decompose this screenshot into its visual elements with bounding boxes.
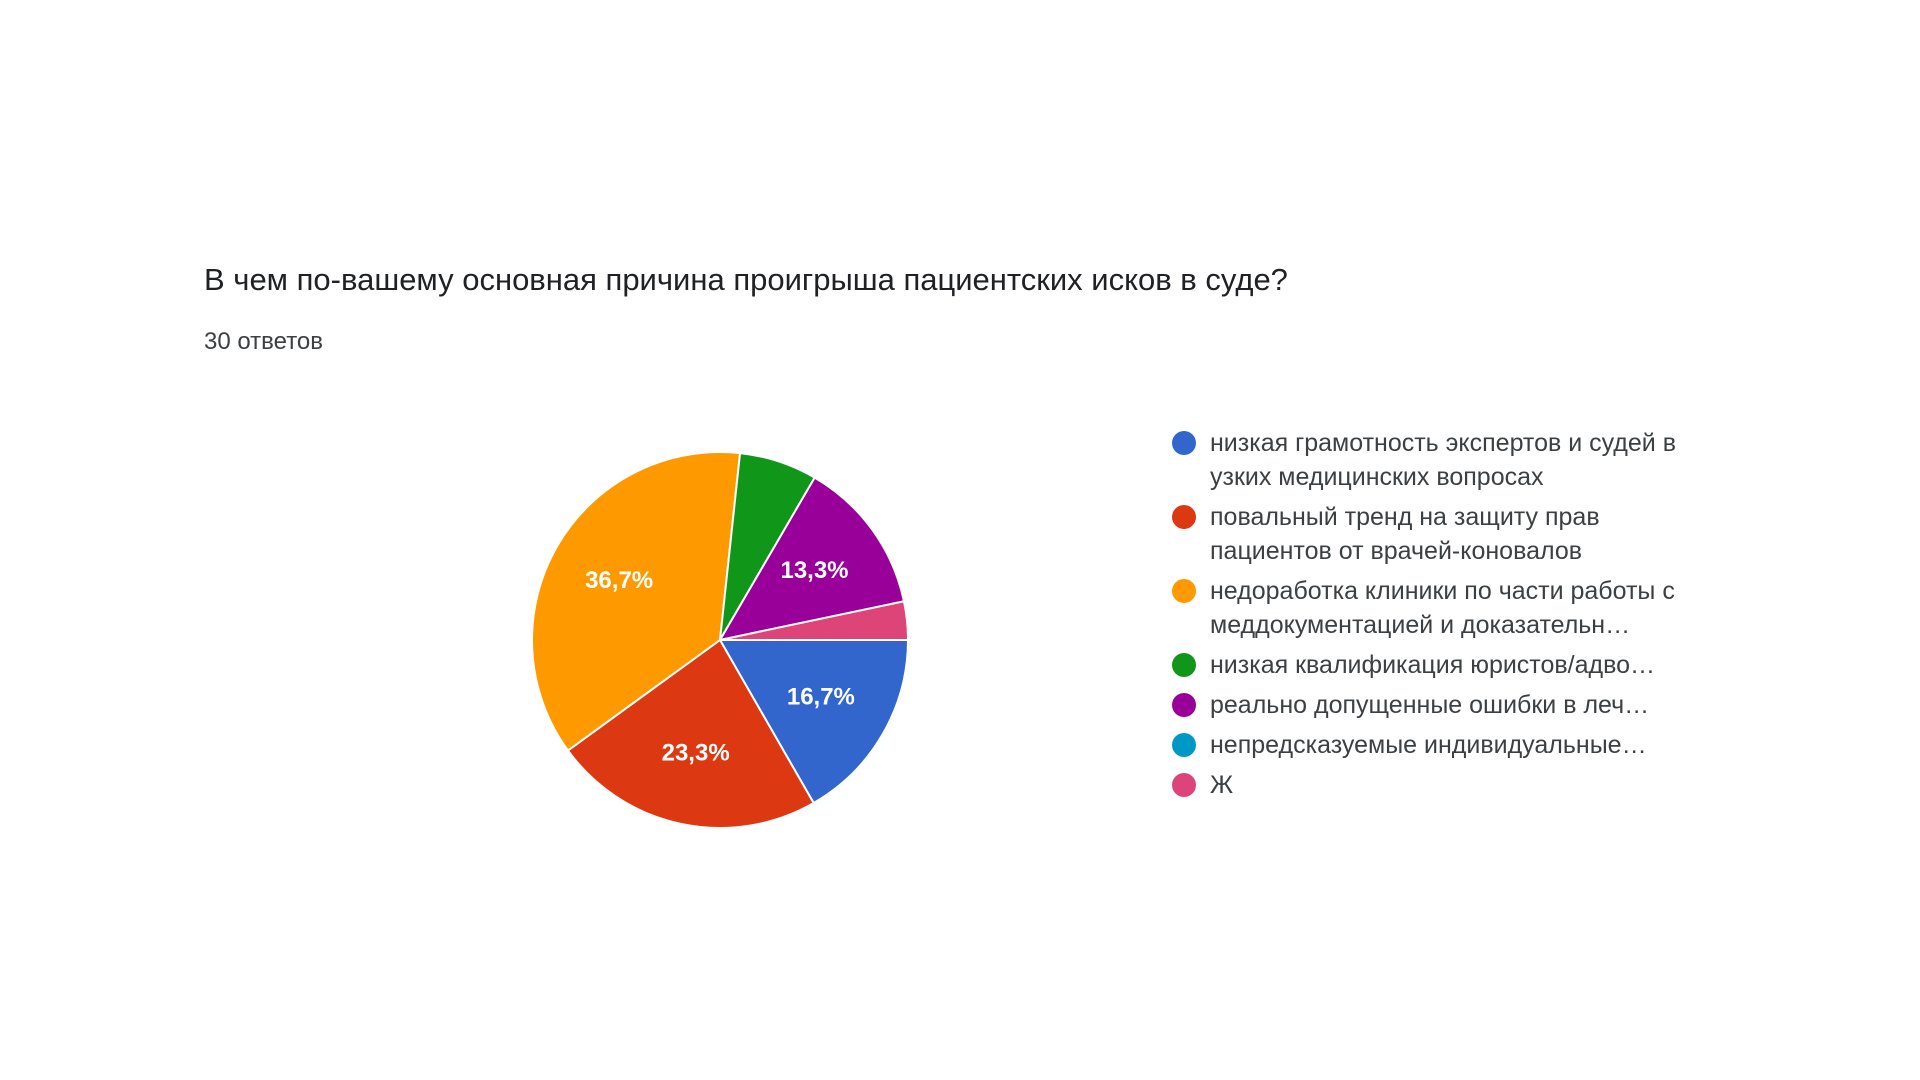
pie-slice-6[interactable] xyxy=(719,600,910,641)
legend-item-6[interactable]: Ж xyxy=(1172,768,1692,802)
legend-color-icon xyxy=(1172,505,1196,529)
pie-slice-4[interactable] xyxy=(718,476,906,642)
legend-item-0[interactable]: низкая грамотность экспертов и судей в у… xyxy=(1172,426,1692,494)
legend-label: низкая грамотность экспертов и судей в у… xyxy=(1210,429,1676,491)
slice-data-label-4: 13,3% xyxy=(780,557,848,584)
legend-label: Ж xyxy=(1210,771,1234,799)
legend-color-icon xyxy=(1172,431,1196,455)
pie-slice-1[interactable] xyxy=(566,638,816,829)
legend-label: непредсказуемые индивидуальные… xyxy=(1210,731,1647,759)
legend-item-2[interactable]: недоработка клиники по части работы с ме… xyxy=(1172,574,1692,642)
pie-slice-2[interactable] xyxy=(531,451,742,752)
legend-label: недоработка клиники по части работы с ме… xyxy=(1210,577,1675,639)
legend-color-icon xyxy=(1172,653,1196,677)
legend-color-icon xyxy=(1172,733,1196,757)
legend-color-icon xyxy=(1172,773,1196,797)
response-count: 30 ответов xyxy=(204,328,324,355)
legend-color-icon xyxy=(1172,693,1196,717)
chart-legend: низкая грамотность экспертов и судей в у… xyxy=(1172,426,1692,808)
slice-data-label-0: 16,7% xyxy=(787,684,855,711)
legend-item-5[interactable]: непредсказуемые индивидуальные… xyxy=(1172,728,1692,762)
chart-title: В чем по-вашему основная причина проигры… xyxy=(204,262,1288,297)
pie-chart: 16,7% 23,3% 36,7% 13,3% xyxy=(531,451,910,829)
legend-color-icon xyxy=(1172,579,1196,603)
slice-data-label-1: 23,3% xyxy=(662,739,730,766)
legend-item-1[interactable]: повальный тренд на защиту прав пациентов… xyxy=(1172,500,1692,568)
slice-data-label-2: 36,7% xyxy=(585,567,653,594)
legend-label: реально допущенные ошибки в леч… xyxy=(1210,691,1650,719)
pie-slice-0[interactable] xyxy=(718,639,910,805)
legend-label: низкая квалификация юристов/адво… xyxy=(1210,651,1656,679)
legend-item-3[interactable]: низкая квалификация юристов/адво… xyxy=(1172,648,1692,682)
legend-item-4[interactable]: реально допущенные ошибки в леч… xyxy=(1172,688,1692,722)
legend-label: повальный тренд на защиту прав пациентов… xyxy=(1210,503,1600,565)
